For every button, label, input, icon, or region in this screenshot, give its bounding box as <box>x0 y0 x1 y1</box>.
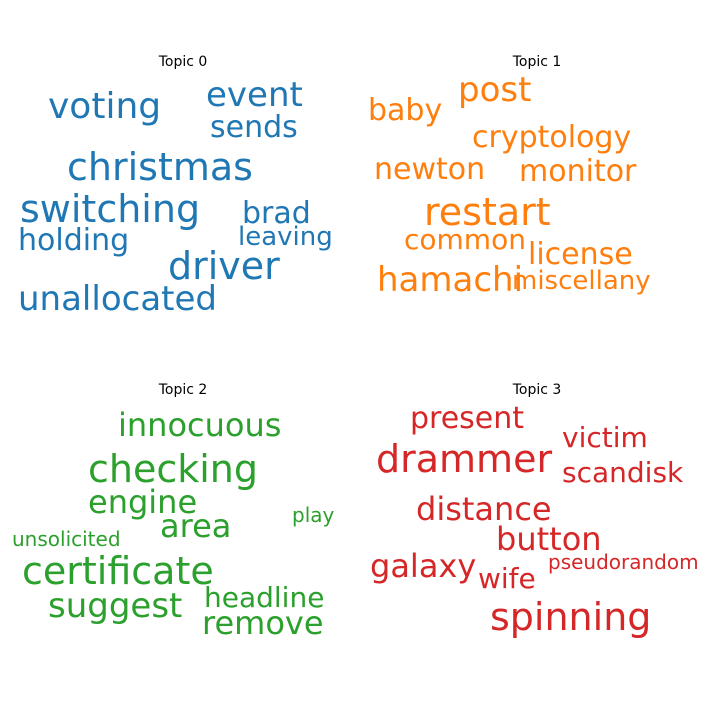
word-miscellany: miscellany <box>512 266 651 296</box>
topic-panel-0: Topic 0 voting eventsendschristmasswitchin… <box>18 54 333 319</box>
word-remove: remove <box>202 604 324 642</box>
word-brad: brad <box>242 196 311 231</box>
topic-panel-3: Topic 3 present victim drammer scandisk dista… <box>370 382 699 639</box>
word-checking: checking <box>88 447 258 491</box>
topic-title: Topic 1 <box>512 54 562 70</box>
word-hamachi: hamachi <box>377 260 523 300</box>
word-post: post <box>458 70 531 110</box>
word-common: common <box>404 223 526 256</box>
word-victim: victim <box>562 421 648 454</box>
word-headline: headline <box>204 581 324 614</box>
word-unsolicited: unsolicited <box>12 527 121 551</box>
word-button: button <box>496 520 602 558</box>
topic-title: Topic 2 <box>158 382 208 398</box>
word-suggest: suggest <box>48 586 182 626</box>
word-monitor: monitor <box>519 154 637 189</box>
word-galaxy: galaxy <box>370 547 476 585</box>
word-certificate: certificate <box>22 549 214 593</box>
word-scandisk: scandisk <box>562 456 684 489</box>
word-pseudorandom: pseudorandom <box>548 550 699 574</box>
word-driver: driver <box>168 244 280 288</box>
word-distance: distance <box>416 490 552 528</box>
word-cryptology: cryptology <box>472 120 631 155</box>
word-restart: restart <box>424 190 551 234</box>
word-wife: wife <box>478 562 536 595</box>
word-area: area <box>160 507 231 545</box>
word-license: license <box>528 237 633 272</box>
word-christmas: christmas <box>67 145 253 189</box>
word-drammer: drammer <box>376 437 552 481</box>
word-spinning: spinning <box>490 595 651 639</box>
word-baby: baby <box>368 93 442 128</box>
word-present: present <box>410 401 524 436</box>
topic-title: Topic 3 <box>512 382 562 398</box>
word-holding: holding <box>18 223 129 258</box>
word-voting: voting <box>48 86 161 127</box>
word-leaving: leaving <box>238 222 333 252</box>
word-engine: engine <box>88 483 197 521</box>
word-event: event <box>206 75 303 115</box>
word-newton: newton <box>374 152 485 187</box>
topic-title: Topic 0 <box>158 54 208 70</box>
word-switching: switching <box>20 187 200 231</box>
word-play: play <box>292 503 335 527</box>
word-sends: sends <box>210 110 298 145</box>
word-unallocated: unallocated <box>18 279 217 319</box>
word-innocuous: innocuous <box>118 406 281 444</box>
